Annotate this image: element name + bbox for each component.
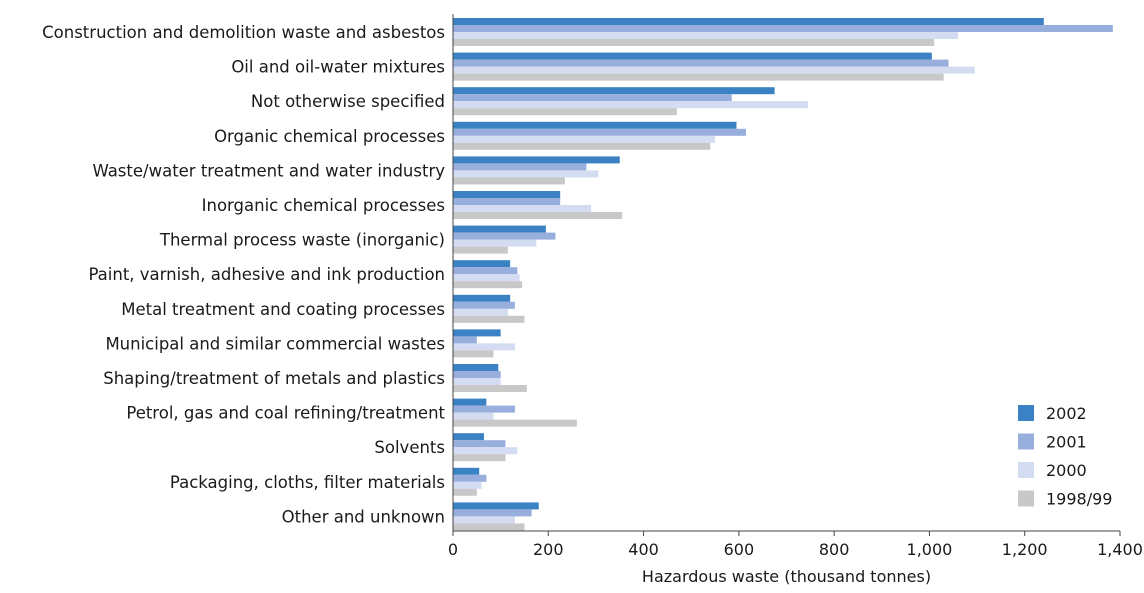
category-label: Other and unknown: [282, 507, 445, 526]
bar-2002-11: [453, 398, 487, 406]
bar-2002-12: [453, 433, 484, 441]
category-labels: Construction and demolition waste and as…: [42, 23, 445, 526]
bar-1998-99-8: [453, 315, 525, 323]
bar-2000-13: [453, 481, 482, 489]
bar-2002-10: [453, 364, 499, 371]
bar-1998-99-3: [453, 142, 711, 150]
bar-2000-14: [453, 516, 515, 524]
bar-2001-5: [453, 198, 561, 205]
category-label: Municipal and similar commercial wastes: [105, 334, 445, 353]
x-tick-label: 0: [448, 540, 458, 559]
legend-label-2002: 2002: [1046, 404, 1087, 423]
category-label: Petrol, gas and coal refining/treatment: [126, 404, 445, 423]
bar-2001-12: [453, 440, 506, 448]
bar-2001-0: [453, 25, 1113, 32]
bar-2002-9: [453, 329, 501, 337]
bar-1998-99-10: [453, 385, 527, 392]
x-tick-label: 1,200: [1002, 540, 1048, 559]
category-label: Paint, varnish, adhesive and ink product…: [88, 265, 445, 284]
bar-1998-99-4: [453, 177, 565, 185]
category-label: Packaging, cloths, filter materials: [170, 473, 445, 492]
category-label: Metal treatment and coating processes: [121, 300, 445, 319]
bar-2001-7: [453, 267, 518, 275]
bar-2000-1: [453, 66, 975, 74]
bar-2001-6: [453, 232, 556, 240]
bar-1998-99-12: [453, 454, 506, 462]
bar-2002-5: [453, 191, 561, 198]
bar-2000-0: [453, 32, 959, 39]
bar-2000-7: [453, 274, 520, 282]
legend-label-2001: 2001: [1046, 433, 1087, 452]
x-tick-label: 400: [628, 540, 659, 559]
category-label: Inorganic chemical processes: [202, 196, 445, 215]
bar-2001-8: [453, 301, 515, 309]
legend: 2002 2001 2000 1998/99: [1018, 404, 1112, 509]
category-label: Organic chemical processes: [214, 127, 445, 146]
legend-swatch-1998-99: [1018, 490, 1034, 507]
bar-2000-4: [453, 170, 599, 178]
bar-2000-2: [453, 101, 808, 109]
bar-2002-6: [453, 225, 546, 233]
bar-1998-99-7: [453, 281, 523, 289]
category-label: Waste/water treatment and water industry: [92, 161, 445, 180]
x-tick-label: 200: [533, 540, 564, 559]
bar-2000-11: [453, 412, 494, 420]
bar-2002-7: [453, 260, 511, 268]
bar-1998-99-6: [453, 246, 508, 254]
bar-2001-1: [453, 59, 949, 67]
legend-label-1998-99: 1998/99: [1046, 490, 1112, 509]
bar-1998-99-13: [453, 488, 477, 496]
bar-1998-99-1: [453, 73, 944, 81]
bar-2002-0: [453, 18, 1044, 25]
bars-group: [453, 18, 1113, 531]
bar-2002-8: [453, 294, 511, 302]
bar-2002-14: [453, 502, 539, 510]
x-tick-label: 600: [724, 540, 755, 559]
bar-1998-99-14: [453, 523, 525, 531]
bar-2001-3: [453, 128, 747, 136]
bar-2000-6: [453, 239, 537, 247]
bar-2001-14: [453, 509, 532, 517]
category-label: Construction and demolition waste and as…: [42, 23, 445, 42]
bar-1998-99-9: [453, 350, 494, 358]
bar-2000-9: [453, 343, 515, 351]
bar-2002-4: [453, 156, 620, 164]
bar-2001-11: [453, 405, 515, 413]
legend-swatch-2000: [1018, 462, 1034, 478]
legend-swatch-2002: [1018, 405, 1034, 421]
category-label: Not otherwise specified: [251, 92, 445, 111]
bar-2000-8: [453, 308, 508, 316]
bar-2001-4: [453, 163, 587, 171]
bar-2000-10: [453, 378, 501, 385]
bar-2002-3: [453, 121, 737, 129]
x-axis-ticks: 0 200 400 600 800 1,000 1,200 1,400: [448, 531, 1143, 559]
x-tick-label: 800: [819, 540, 850, 559]
bar-1998-99-11: [453, 419, 577, 427]
bar-2002-13: [453, 467, 480, 475]
category-label: Shaping/treatment of metals and plastics: [103, 369, 445, 388]
bar-1998-99-5: [453, 212, 623, 219]
bar-2001-9: [453, 336, 477, 344]
bar-2000-3: [453, 135, 716, 143]
bar-2002-2: [453, 87, 775, 95]
bar-2002-1: [453, 52, 932, 60]
bar-1998-99-0: [453, 39, 935, 46]
x-tick-label: 1,000: [907, 540, 953, 559]
bar-2001-2: [453, 94, 732, 102]
category-label: Solvents: [374, 438, 445, 457]
bar-2000-12: [453, 447, 518, 455]
bar-1998-99-2: [453, 108, 677, 116]
bar-2001-13: [453, 474, 487, 482]
x-axis-title: Hazardous waste (thousand tonnes): [642, 567, 931, 586]
bar-2000-5: [453, 205, 592, 212]
legend-label-2000: 2000: [1046, 461, 1087, 480]
x-tick-label: 1,400: [1097, 540, 1143, 559]
category-label: Thermal process waste (inorganic): [159, 231, 445, 250]
category-label: Oil and oil-water mixtures: [231, 58, 445, 77]
bar-2001-10: [453, 371, 501, 378]
legend-swatch-2001: [1018, 433, 1034, 450]
